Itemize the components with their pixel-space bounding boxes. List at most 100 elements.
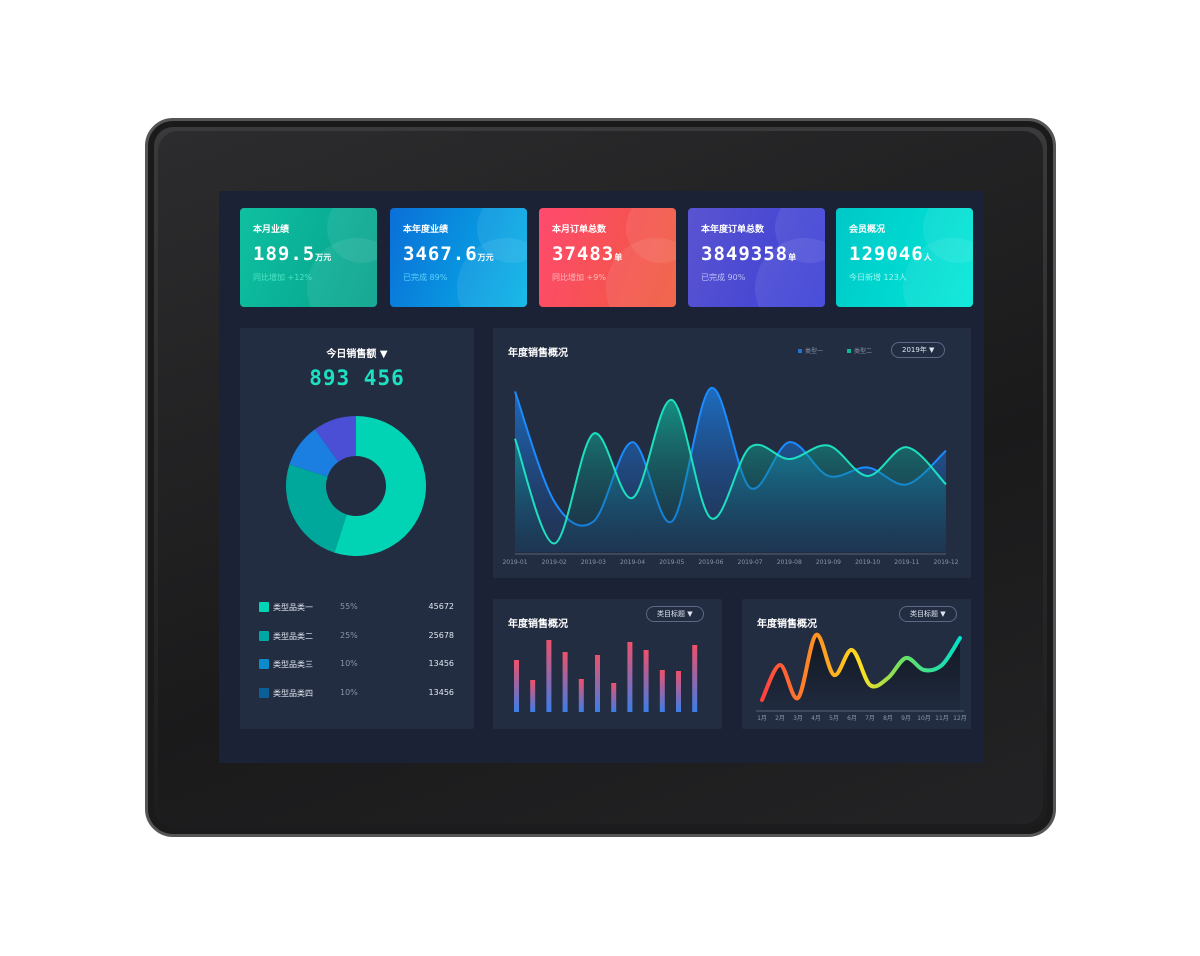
x-tick-label: 6月 — [847, 715, 857, 722]
x-tick-label: 2019-02 — [542, 559, 567, 566]
kpi-value: 37483单 — [552, 243, 676, 265]
dashboard-screen: 本月业绩 189.5万元 同比增加 +12% 本年度业绩 3467.6万元 已完… — [219, 191, 984, 763]
line-chart-title: 年度销售概况 — [757, 619, 817, 630]
x-tick-label: 2019-09 — [816, 559, 841, 566]
bar[interactable] — [643, 650, 649, 712]
area-chart-title: 年度销售概况 — [508, 348, 568, 359]
bar-chart-title: 年度销售概况 — [508, 619, 568, 630]
x-tick-label: 1月 — [757, 715, 767, 722]
x-tick-label: 2019-10 — [855, 559, 880, 566]
line-panel: 年度销售概况 类目标题 ▼ 1月 2月 3月 4月 5月 6月 7月 8月 9月 10月 11月 12… — [742, 599, 971, 729]
kpi-card[interactable]: 本月业绩 189.5万元 同比增加 +12% — [240, 208, 377, 307]
x-tick-label: 12月 — [953, 715, 967, 722]
today-sales-panel: 今日销售额 ▼ 893 456 类型品类一 55% 45672 类型品类二 25% 256… — [240, 328, 474, 729]
donut-slice[interactable] — [334, 416, 426, 556]
legend-swatch-1 — [798, 349, 802, 353]
line-chart: 1月 2月 3月 4月 5月 6月 7月 8月 9月 10月 11月 12月 — [756, 632, 967, 722]
x-tick-label: 2019-06 — [698, 559, 723, 566]
kpi-value: 129046人 — [849, 243, 973, 265]
annual-area-panel: 年度销售概况 类型一 类型二 2019年 ▼ 2019-01 2019-02 201… — [493, 328, 971, 578]
category-row: 类型品类一 55% 45672 — [259, 601, 454, 613]
today-sales-value: 893 456 — [309, 366, 405, 390]
category-swatch — [259, 687, 269, 698]
legend-series-2[interactable]: 类型二 — [847, 346, 872, 355]
line-series[interactable] — [760, 632, 962, 702]
bar[interactable] — [627, 642, 633, 712]
kpi-card[interactable]: 会员概况 129046人 今日新增 123人 — [836, 208, 973, 307]
area-chart: 2019-01 2019-02 2019-03 2019-04 2019-05 2019-… — [502, 387, 959, 566]
category-percent: 55% — [340, 602, 358, 611]
category-swatch — [259, 659, 269, 669]
kpi-subtext: 已完成 89% — [403, 273, 448, 282]
legend-label-1: 类型一 — [805, 348, 824, 355]
x-tick-label: 2月 — [775, 715, 785, 722]
bar-chart — [514, 640, 698, 712]
kpi-title: 本月订单总数 — [552, 225, 607, 235]
legend-swatch-2 — [847, 349, 851, 353]
category-name: 类型品类一 — [273, 603, 313, 612]
x-tick-label: 2019-07 — [738, 559, 763, 566]
donut-slice[interactable] — [289, 429, 339, 477]
category-swatch — [259, 602, 269, 612]
line-category-select[interactable]: 类目标题 ▼ — [899, 606, 957, 622]
today-sales-title[interactable]: 今日销售额 ▼ — [326, 349, 388, 360]
kpi-subtext: 同比增加 +12% — [253, 273, 313, 282]
x-tick-label: 2019-01 — [502, 559, 527, 566]
category-row: 类型品类二 25% 25678 — [259, 630, 454, 642]
kpi-number: 129046 — [849, 243, 924, 265]
kpi-title: 本年度业绩 — [403, 225, 449, 235]
category-name: 类型品类四 — [273, 688, 313, 698]
kpi-number: 3467.6 — [403, 243, 478, 265]
bar[interactable] — [514, 660, 519, 712]
category-row: 类型品类四 10% 13456 — [259, 687, 454, 699]
legend-series-1[interactable]: 类型一 — [798, 346, 823, 355]
category-swatch — [259, 630, 269, 641]
kpi-card[interactable]: 本月订单总数 37483单 同比增加 +9% — [539, 208, 676, 307]
bar[interactable] — [562, 652, 568, 712]
x-tick-label: 2019-11 — [894, 559, 919, 566]
x-tick-label: 8月 — [883, 715, 893, 722]
bar[interactable] — [578, 679, 584, 712]
bar[interactable] — [611, 683, 617, 712]
x-tick-label: 10月 — [917, 715, 931, 722]
line-series-2[interactable] — [514, 398, 947, 545]
kpi-subtext: 同比增加 +9% — [552, 273, 606, 282]
category-percent: 10% — [340, 687, 358, 697]
x-tick-label: 3月 — [793, 715, 803, 722]
category-value: 25678 — [428, 630, 454, 640]
kpi-card[interactable]: 本年度订单总数 3849358单 已完成 90% — [688, 208, 825, 307]
kpi-number: 37483 — [552, 243, 615, 265]
bar-category-select[interactable]: 类目标题 ▼ — [646, 606, 704, 622]
x-tick-label: 11月 — [935, 715, 949, 722]
year-select[interactable]: 2019年 ▼ — [891, 342, 946, 358]
donut-chart — [286, 416, 426, 556]
kpi-unit: 万元 — [315, 253, 332, 262]
kpi-unit: 单 — [788, 253, 797, 262]
kpi-unit: 万元 — [477, 253, 494, 262]
category-name: 类型品类三 — [273, 660, 313, 669]
x-tick-label: 9月 — [901, 715, 911, 722]
kpi-title: 本月业绩 — [253, 225, 290, 235]
bar-panel: 年度销售概况 类目标题 ▼ — [493, 599, 722, 729]
bar[interactable] — [546, 640, 552, 712]
kpi-subtext: 今日新增 123人 — [849, 273, 907, 282]
bar[interactable] — [692, 645, 698, 712]
x-tick-label: 2019-04 — [620, 559, 645, 566]
bar[interactable] — [659, 670, 665, 712]
bar[interactable] — [595, 655, 600, 712]
x-tick-label: 7月 — [865, 715, 875, 722]
category-percent: 25% — [340, 630, 358, 640]
category-value: 13456 — [428, 687, 454, 697]
line-shadow — [762, 634, 960, 710]
bar[interactable] — [530, 680, 536, 712]
category-value: 45672 — [428, 602, 454, 611]
x-tick-label: 4月 — [811, 715, 821, 722]
kpi-unit: 单 — [614, 253, 623, 262]
kpi-card[interactable]: 本年度业绩 3467.6万元 已完成 89% — [390, 208, 527, 307]
kpi-title: 会员概况 — [849, 225, 886, 235]
kpi-value: 3849358单 — [701, 243, 825, 265]
donut-slice[interactable] — [286, 464, 347, 553]
kpi-subtext: 已完成 90% — [701, 273, 746, 282]
bar[interactable] — [676, 671, 681, 712]
donut-slice[interactable] — [314, 416, 356, 462]
